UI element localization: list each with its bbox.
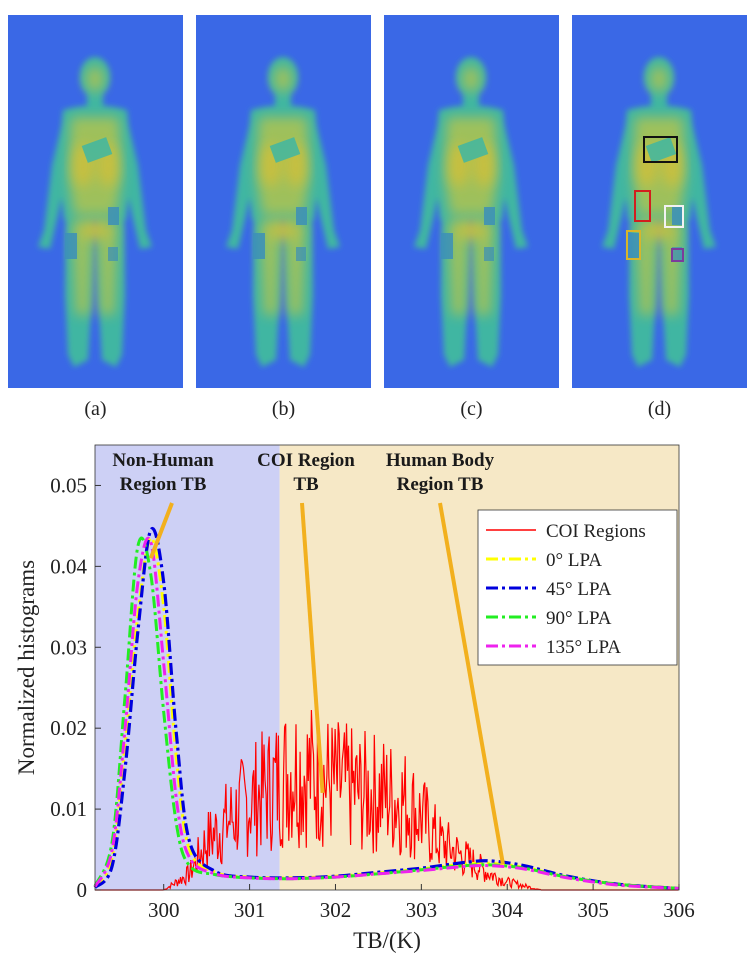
histogram-chart: 300 301 302 303 304 305 306 0 0.01 0.02 0.03 0.04 0.… <box>14 444 695 953</box>
human-silhouette <box>38 57 152 367</box>
panel-label: (b) <box>271 398 296 420</box>
thermal-panel <box>196 15 371 388</box>
roi-box <box>634 190 651 222</box>
y-axis-label: Normalized histograms <box>14 560 39 775</box>
x-axis-label: TB/(K) <box>353 928 421 953</box>
legend-label: 45° LPA <box>546 579 612 600</box>
series-line <box>93 526 680 890</box>
series-line <box>93 536 680 890</box>
panel-label: (d) <box>647 398 672 420</box>
plot-frame <box>94 444 680 891</box>
x-tick-label: 306 <box>663 898 695 922</box>
annotation-arrow <box>148 502 174 559</box>
roi-box <box>643 136 678 163</box>
annotation-label: Human Body <box>386 450 495 471</box>
human-silhouette <box>414 57 528 367</box>
legend-label: 135° LPA <box>546 637 621 658</box>
panel-label: (a) <box>84 398 107 420</box>
roi-box <box>664 205 684 228</box>
thermal-panel <box>572 15 747 388</box>
human-silhouette <box>226 57 340 367</box>
roi-box <box>671 248 684 262</box>
x-tick-label: 300 <box>148 898 180 922</box>
legend-label: COI Regions <box>546 521 646 542</box>
x-tick-label: 304 <box>491 898 523 922</box>
annotation-arrow <box>438 502 505 865</box>
thermal-panel <box>384 15 559 388</box>
y-tick-label: 0.02 <box>50 716 87 740</box>
y-tick-label: 0.05 <box>50 473 87 497</box>
annotation-label: Non-Human <box>112 450 214 471</box>
legend-label: 0° LPA <box>546 550 602 571</box>
shaded-region <box>95 445 280 890</box>
x-tick-label: 302 <box>320 898 352 922</box>
series-line <box>93 536 680 890</box>
annotation-label: TB <box>293 474 319 495</box>
annotation-label: Region TB <box>120 474 207 495</box>
annotation-arrow <box>300 502 325 794</box>
panel-label: (c) <box>460 398 483 420</box>
legend-label: 90° LPA <box>546 608 612 629</box>
y-tick-label: 0.04 <box>50 554 87 578</box>
x-tick-label: 301 <box>234 898 266 922</box>
thermal-panel <box>8 15 183 388</box>
y-tick-label: 0 <box>77 878 88 902</box>
series-line <box>93 536 680 890</box>
y-tick-label: 0.01 <box>50 797 87 821</box>
x-tick-label: 303 <box>406 898 438 922</box>
x-tick-label: 305 <box>577 898 609 922</box>
annotation-label: COI Region <box>257 450 355 471</box>
roi-box <box>626 230 641 260</box>
y-tick-label: 0.03 <box>50 635 87 659</box>
annotation-label: Region TB <box>397 474 484 495</box>
